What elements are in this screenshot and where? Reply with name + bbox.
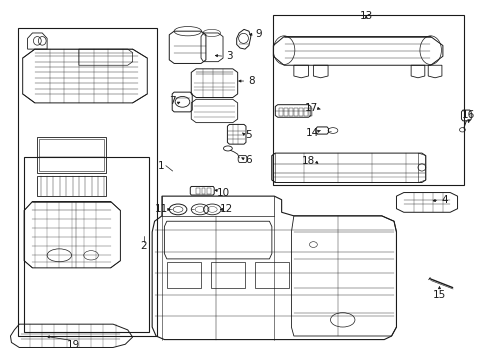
Text: 12: 12 [220, 204, 234, 215]
Text: 19: 19 [66, 340, 80, 350]
Text: 16: 16 [462, 110, 475, 120]
Text: 2: 2 [141, 241, 147, 251]
Text: 4: 4 [441, 195, 448, 205]
Text: 6: 6 [245, 154, 252, 165]
Bar [207, 188, 211, 194]
Bar [273, 15, 465, 185]
Text: 5: 5 [245, 130, 252, 140]
Text: 15: 15 [433, 291, 446, 301]
Text: 13: 13 [360, 11, 373, 21]
Text: 10: 10 [217, 188, 230, 198]
Text: 9: 9 [255, 29, 262, 39]
Bar [309, 108, 313, 116]
Text: 8: 8 [248, 76, 255, 86]
Bar [37, 137, 106, 173]
Bar [299, 108, 303, 116]
Bar [24, 157, 149, 332]
Bar [284, 108, 288, 116]
Bar [211, 262, 245, 288]
Bar [304, 108, 308, 116]
Bar [201, 188, 205, 194]
Bar [39, 139, 104, 171]
Text: 18: 18 [302, 156, 315, 166]
Bar [37, 176, 106, 196]
Text: 14: 14 [306, 128, 319, 138]
Bar [279, 108, 283, 116]
Text: 17: 17 [304, 103, 318, 113]
Bar [289, 108, 293, 116]
Text: 1: 1 [158, 161, 164, 171]
Text: 11: 11 [155, 204, 169, 215]
Bar [255, 262, 289, 288]
Text: 7: 7 [170, 96, 176, 106]
Bar [294, 108, 298, 116]
Bar [18, 28, 157, 336]
Bar [167, 262, 201, 288]
Bar [196, 188, 200, 194]
Text: 3: 3 [226, 51, 233, 61]
